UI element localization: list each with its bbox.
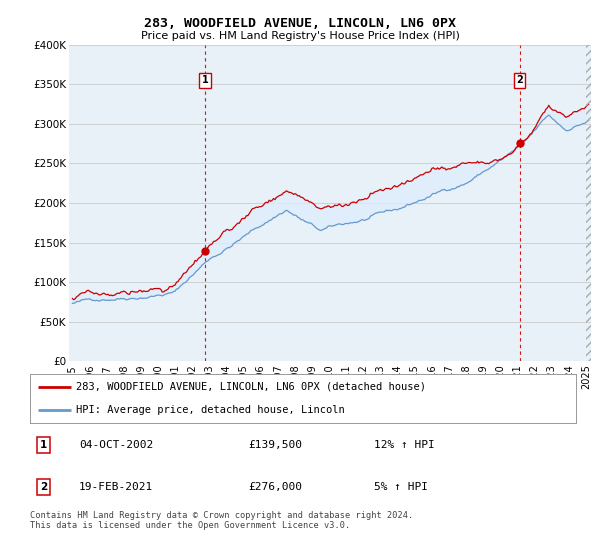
Text: 19-FEB-2021: 19-FEB-2021 (79, 482, 154, 492)
Text: 04-OCT-2002: 04-OCT-2002 (79, 440, 154, 450)
Text: 283, WOODFIELD AVENUE, LINCOLN, LN6 0PX: 283, WOODFIELD AVENUE, LINCOLN, LN6 0PX (144, 17, 456, 30)
Text: HPI: Average price, detached house, Lincoln: HPI: Average price, detached house, Linc… (76, 405, 345, 416)
Text: 12% ↑ HPI: 12% ↑ HPI (374, 440, 435, 450)
Text: Price paid vs. HM Land Registry's House Price Index (HPI): Price paid vs. HM Land Registry's House … (140, 31, 460, 41)
Text: 2: 2 (516, 76, 523, 85)
Bar (586, 45, 592, 361)
Text: £139,500: £139,500 (248, 440, 302, 450)
Text: 2: 2 (40, 482, 47, 492)
Text: £276,000: £276,000 (248, 482, 302, 492)
Text: 283, WOODFIELD AVENUE, LINCOLN, LN6 0PX (detached house): 283, WOODFIELD AVENUE, LINCOLN, LN6 0PX … (76, 382, 427, 392)
Text: Contains HM Land Registry data © Crown copyright and database right 2024.
This d: Contains HM Land Registry data © Crown c… (30, 511, 413, 530)
Text: 1: 1 (202, 76, 208, 85)
Text: 1: 1 (40, 440, 47, 450)
Text: 5% ↑ HPI: 5% ↑ HPI (374, 482, 428, 492)
